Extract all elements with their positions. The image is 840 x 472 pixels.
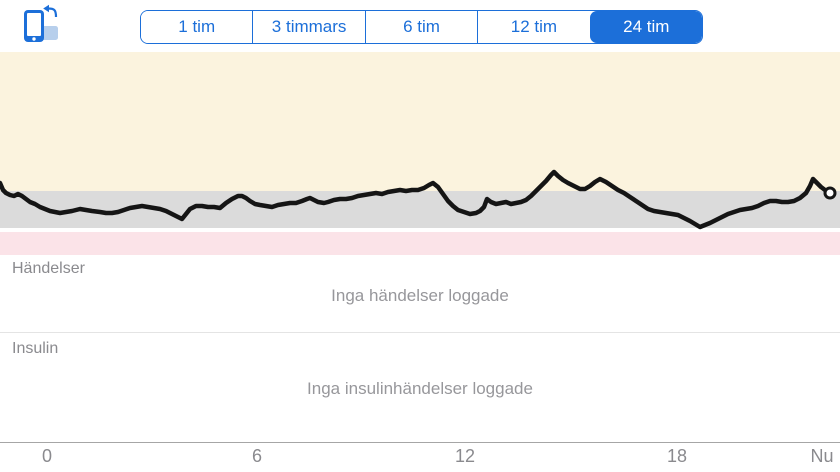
glucose-trace [0,169,831,230]
band-in-range [0,191,840,228]
top-bar: 1 tim 3 timmars 6 tim 12 tim 24 tim [0,0,840,52]
tab-6-tim[interactable]: 6 tim [364,11,478,43]
axis-tick-label-0: 0 [41,446,52,466]
tab-24-tim[interactable]: 24 tim [589,11,702,43]
glucose-chart[interactable] [0,0,840,255]
section-divider [0,332,840,333]
band-below-range [0,232,840,255]
band-above-range [0,52,840,191]
tab-3-timmars[interactable]: 3 timmars [252,11,365,43]
events-empty-message: Inga händelser loggade [331,286,509,305]
axis-tick-label-nu: Nu [810,446,834,466]
insulin-section-title: Insulin [12,340,59,357]
tab-12-tim[interactable]: 12 tim [477,11,590,43]
time-axis: 0 6 12 18 Nu [0,446,840,472]
rotate-device-button[interactable] [22,4,64,48]
current-reading-marker [823,186,837,200]
time-axis-line [0,442,840,443]
axis-tick-label-18: 18 [666,446,688,466]
time-range-segmented-control: 1 tim 3 timmars 6 tim 12 tim 24 tim [140,10,703,44]
axis-tick-label-6: 6 [251,446,262,466]
axis-tick-label-12: 12 [454,446,476,466]
insulin-empty-message: Inga insulinhändelser loggade [307,379,533,398]
rotate-device-icon [22,4,64,49]
events-section-title: Händelser [12,260,85,277]
glucose-chart-svg [0,52,840,255]
tab-1-tim[interactable]: 1 tim [141,11,253,43]
